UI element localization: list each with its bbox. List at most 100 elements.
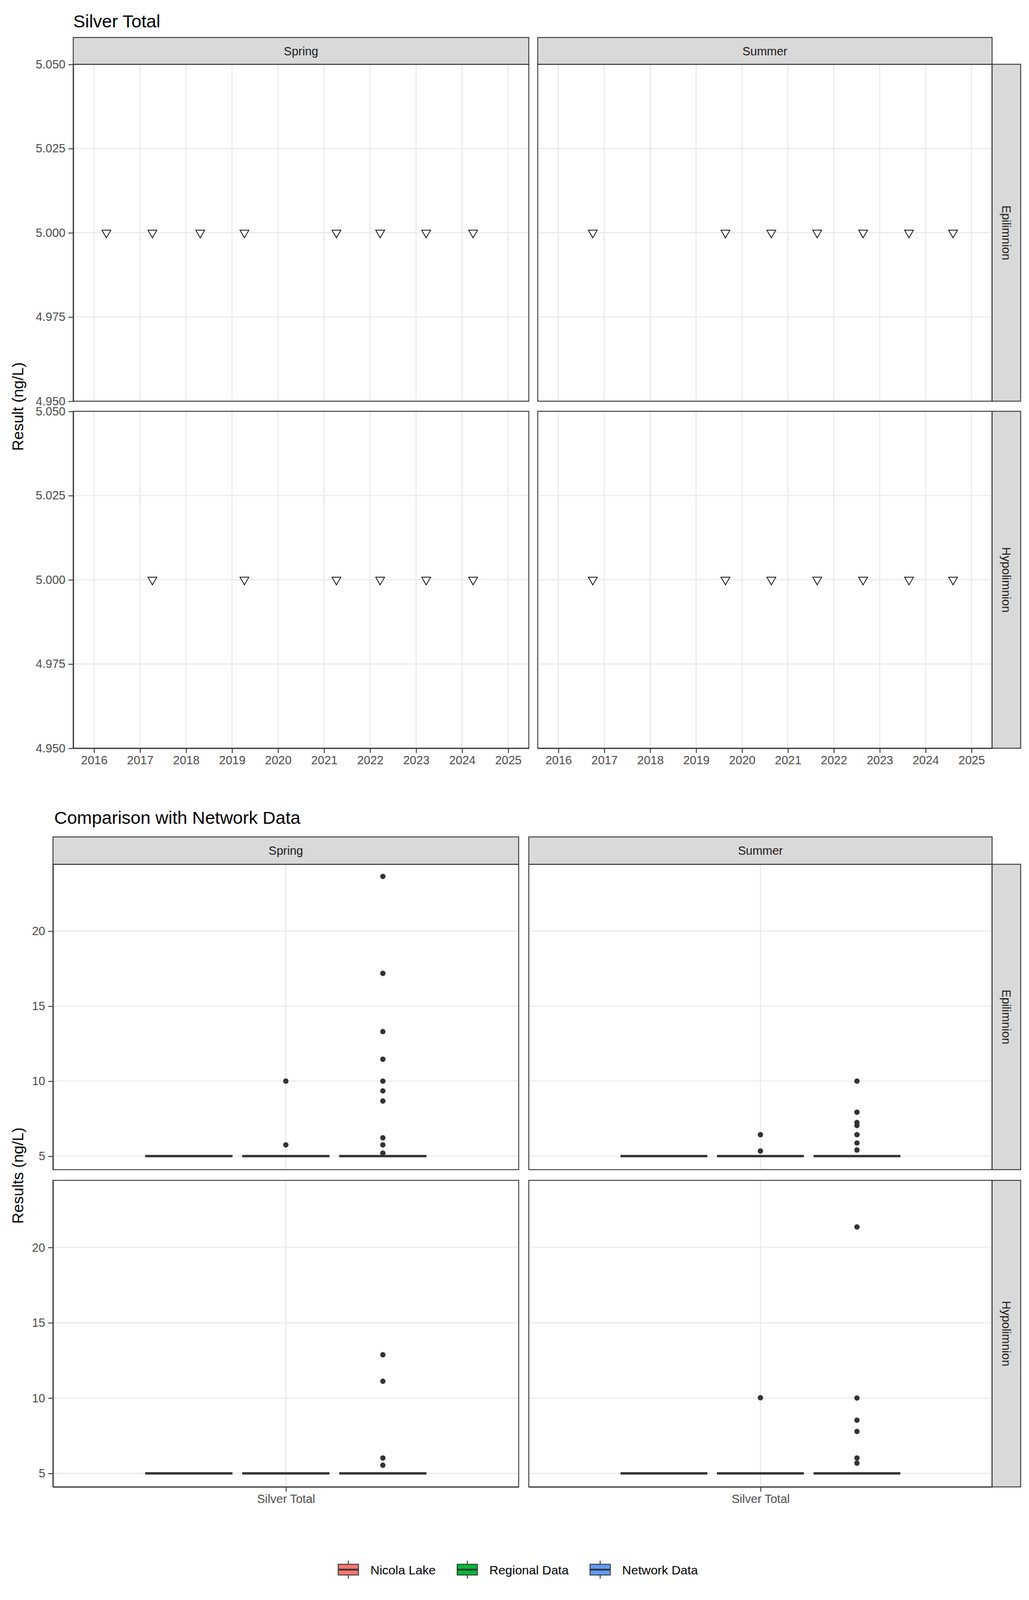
box-body [620,1473,708,1475]
grid-line [277,411,279,749]
grid-line [970,64,972,402]
outlier [379,1151,386,1157]
grid-line [759,1180,762,1488]
tick: 2017 [126,748,154,767]
grid-line [537,316,993,318]
point [468,230,478,239]
strip [992,411,1021,749]
y-axis-title: Results (ng/L) [8,1127,27,1225]
tick: 5.000 [35,226,74,240]
grid-line [461,64,463,402]
legend-key-median [590,1569,611,1572]
point [721,230,731,239]
tick: 20 [32,1241,53,1255]
tick-label: 2021 [774,753,802,767]
legend-key-box [590,1564,611,1576]
outlier [379,1379,386,1385]
strip [52,837,519,865]
box-body [716,1473,804,1475]
chart: Silver TotalResult (ng/L)4.9504.9755.000… [8,11,1021,767]
grid-line [603,411,606,749]
grid-line [185,64,187,402]
marks [145,1352,427,1475]
marks [145,874,427,1157]
tick-mark [68,64,74,66]
panel [528,1180,993,1488]
tick: 2019 [219,748,246,767]
box [813,1079,901,1158]
grid-line [277,64,279,402]
chart: Comparison with Network DataResults (ng/… [8,808,1021,1580]
tick-label: 4.950 [35,741,66,756]
tick-mark [278,748,280,754]
tick-mark [94,748,96,754]
outlier [854,1455,860,1462]
marks [588,577,958,586]
tick-label: 2020 [264,753,292,767]
panel-border [528,864,993,1171]
point [904,230,914,239]
panel [73,411,529,749]
point [375,577,385,586]
box-median [813,1472,901,1476]
tick-label: 2019 [219,753,246,767]
tick-label: 2018 [637,753,664,767]
outlier [758,1395,764,1402]
point [766,230,776,239]
box-median [620,1472,708,1476]
legend: Nicola LakeRegional DataNetwork Data [338,1561,698,1580]
axis: Silver Total [529,1487,993,1506]
tick: 2022 [357,748,385,767]
panel [537,411,993,749]
grid-line [461,411,463,749]
outlier [854,1147,860,1153]
grid-line [415,64,417,402]
strip [537,37,993,65]
grid-line [537,663,993,666]
grid-line [93,411,95,749]
box-median [339,1472,427,1476]
box-body [716,1156,804,1158]
legend-label: Regional Data [489,1563,569,1578]
tick-mark [48,1247,53,1249]
outlier [854,1123,860,1129]
grid-line [695,411,697,749]
axis: 4.9504.9755.0005.0255.050 [35,57,74,408]
point [904,577,914,586]
box [145,1473,233,1475]
grid-line [787,411,789,749]
tick-mark [48,931,53,933]
grid-line [878,411,881,749]
tick: 4.975 [35,657,74,671]
panel-border [73,64,529,402]
panel [73,64,529,402]
tick-label: 15 [32,1316,46,1330]
box [813,1224,901,1475]
outlier [854,1417,860,1424]
tick: 2025 [958,748,986,767]
grid-line [285,864,287,1171]
outlier [379,1098,386,1105]
box-median [813,1155,901,1158]
box-median [620,1155,708,1158]
tick: 2016 [545,748,573,767]
tick-label: 2021 [310,753,338,767]
point [148,230,158,239]
outlier [854,1079,860,1085]
grid-line [73,148,529,150]
tick: 2021 [310,748,338,767]
strip-label: Epilimnion [999,205,1013,261]
box-median [716,1472,804,1476]
tick-mark [323,748,326,754]
tick: Silver Total [731,1487,790,1506]
box [620,1473,708,1475]
outlier [379,1029,386,1035]
tick-label: 2017 [591,753,618,767]
grid-line [924,411,926,749]
legend-key-box [338,1564,359,1576]
box-median [145,1155,233,1158]
marks [620,1224,901,1475]
tick: 2023 [403,748,430,767]
strip-label: Epilimnion [999,989,1013,1045]
tick: 2022 [820,748,848,767]
